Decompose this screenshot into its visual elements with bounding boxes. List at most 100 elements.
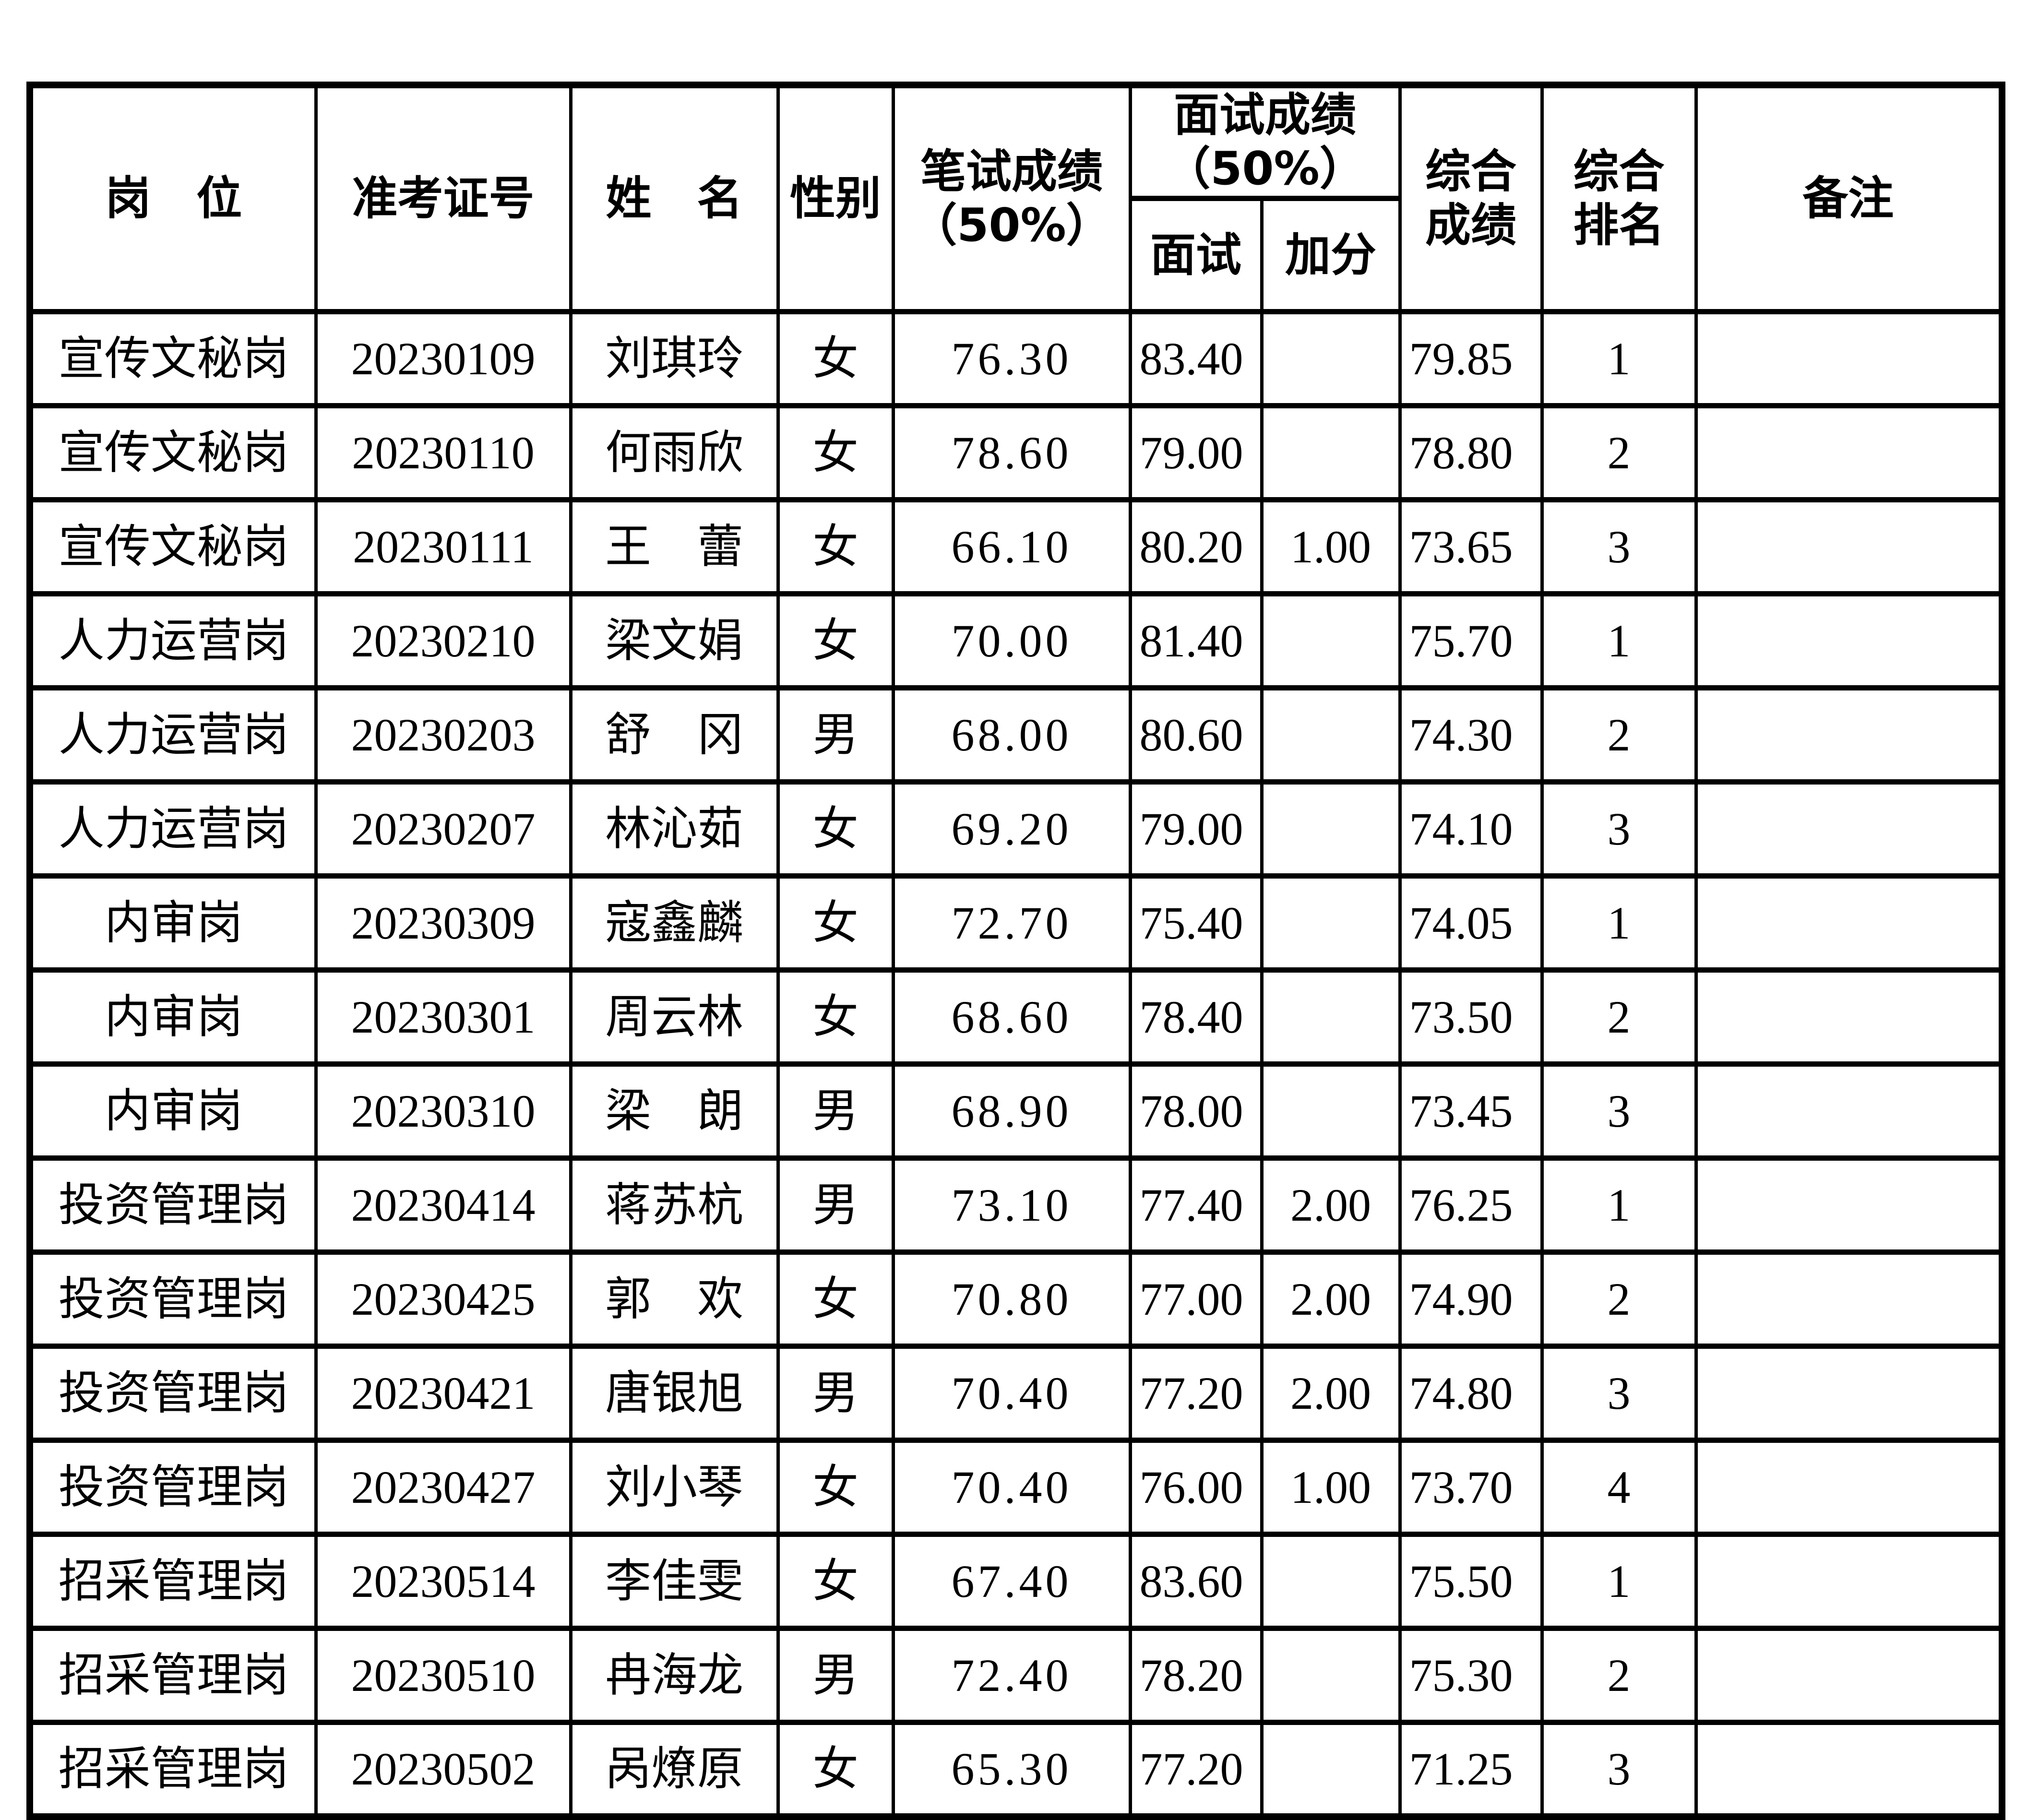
cell-remark: [1694, 779, 2004, 879]
cell-gender: 女: [776, 1532, 895, 1631]
cell-composite-score: 71.25: [1398, 1720, 1544, 1820]
cell-remark: [1694, 1438, 2004, 1537]
cell-exam-number: 20230203: [314, 685, 572, 785]
table-row: 人力运营岗 20230203 舒 冈男 68.00 80.60 74.30 2: [28, 685, 2004, 785]
cell-gender: 女: [776, 1249, 895, 1349]
cell-interview-score: 77.00: [1128, 1249, 1264, 1349]
table-row: 内审岗 20230310 梁 朗男 68.90 78.00 73.45 3: [28, 1061, 2004, 1161]
cell-bonus-score: [1260, 1532, 1402, 1631]
cell-written-score: 68.90: [891, 1061, 1132, 1161]
cell-exam-number: 20230109: [314, 309, 572, 409]
cell-gender: 女: [776, 779, 895, 879]
cell-interview-score: 81.40: [1128, 591, 1264, 691]
cell-remark: [1694, 1249, 2004, 1349]
cell-written-score: 70.00: [891, 591, 1132, 691]
header-interview-group-line1: 面试成绩: [1174, 89, 1357, 142]
header-composite-score-line2: 成绩: [1425, 199, 1517, 252]
cell-interview-score: 75.40: [1128, 873, 1264, 973]
cell-composite-score: 78.80: [1398, 403, 1544, 503]
cell-position: 内审岗: [28, 967, 318, 1067]
header-composite-score: 综合 成绩: [1398, 82, 1544, 315]
cell-position: 人力运营岗: [28, 685, 318, 785]
cell-interview-score: 79.00: [1128, 779, 1264, 879]
cell-interview-score: 80.20: [1128, 497, 1264, 597]
header-row-top: 岗 位 准考证号 姓 名 性别 笔试成绩 （50%） 面试成绩 （50%） 综合…: [28, 82, 2004, 315]
cell-gender: 男: [776, 1626, 895, 1725]
cell-interview-score: 78.40: [1128, 967, 1264, 1067]
cell-remark: [1694, 1532, 2004, 1631]
cell-interview-score: 78.20: [1128, 1626, 1264, 1725]
cell-composite-score: 73.70: [1398, 1438, 1544, 1537]
cell-position: 招采管理岗: [28, 1720, 318, 1820]
cell-position: 投资管理岗: [28, 1155, 318, 1255]
table-row: 投资管理岗 20230414 蒋苏杭男 73.10 77.40 2.00 76.25 1: [28, 1155, 2004, 1255]
cell-rank: 1: [1540, 591, 1698, 691]
table-row: 招采管理岗 20230514 李佳雯女 67.40 83.60 75.50 1: [28, 1532, 2004, 1631]
cell-bonus-score: [1260, 1626, 1402, 1725]
cell-name: 寇鑫麟: [569, 873, 780, 973]
cell-position: 投资管理岗: [28, 1438, 318, 1537]
cell-name: 郭 欢: [569, 1249, 780, 1349]
cell-gender: 女: [776, 1438, 895, 1537]
cell-bonus-score: [1260, 685, 1402, 785]
cell-written-score: 70.40: [891, 1344, 1132, 1443]
header-interview-group-line2: （50%）: [1165, 143, 1365, 196]
table-row: 投资管理岗 20230427 刘小琴女 70.40 76.00 1.00 73.70 4: [28, 1438, 2004, 1537]
cell-exam-number: 20230310: [314, 1061, 572, 1161]
cell-gender: 女: [776, 591, 895, 691]
cell-exam-number: 20230207: [314, 779, 572, 879]
cell-name: 周云林: [569, 967, 780, 1067]
header-gender: 性别: [776, 82, 895, 315]
cell-composite-score: 74.10: [1398, 779, 1544, 879]
cell-bonus-score: [1260, 1720, 1402, 1820]
cell-bonus-score: 2.00: [1260, 1155, 1402, 1255]
cell-composite-score: 74.30: [1398, 685, 1544, 785]
score-table: 岗 位 准考证号 姓 名 性别 笔试成绩 （50%） 面试成绩 （50%） 综合…: [26, 82, 2006, 1820]
cell-rank: 3: [1540, 779, 1698, 879]
cell-name: 刘小琴: [569, 1438, 780, 1537]
header-position: 岗 位: [28, 82, 318, 315]
cell-exam-number: 20230502: [314, 1720, 572, 1820]
header-rank-line1: 综合: [1573, 145, 1665, 198]
table-body: 宣传文秘岗 20230109 刘琪玲女 76.30 83.40 79.85 1 宣传文秘岗 20…: [28, 309, 2004, 1820]
cell-position: 宣传文秘岗: [28, 309, 318, 409]
cell-bonus-score: [1260, 1061, 1402, 1161]
cell-position: 人力运营岗: [28, 591, 318, 691]
cell-remark: [1694, 403, 2004, 503]
cell-written-score: 65.30: [891, 1720, 1132, 1820]
cell-gender: 女: [776, 873, 895, 973]
header-interview: 面试: [1128, 196, 1264, 315]
cell-remark: [1694, 497, 2004, 597]
cell-gender: 男: [776, 1344, 895, 1443]
cell-interview-score: 80.60: [1128, 685, 1264, 785]
cell-interview-score: 83.60: [1128, 1532, 1264, 1631]
cell-interview-score: 76.00: [1128, 1438, 1264, 1537]
cell-gender: 男: [776, 1061, 895, 1161]
cell-position: 招采管理岗: [28, 1532, 318, 1631]
cell-bonus-score: [1260, 309, 1402, 409]
cell-bonus-score: 2.00: [1260, 1249, 1402, 1349]
cell-composite-score: 73.50: [1398, 967, 1544, 1067]
cell-name: 舒 冈: [569, 685, 780, 785]
cell-interview-score: 83.40: [1128, 309, 1264, 409]
cell-written-score: 72.40: [891, 1626, 1132, 1725]
table-row: 人力运营岗 20230207 林沁茹女 69.20 79.00 74.10 3: [28, 779, 2004, 879]
cell-position: 人力运营岗: [28, 779, 318, 879]
cell-position: 宣传文秘岗: [28, 403, 318, 503]
table-row: 内审岗 20230309 寇鑫麟女 72.70 75.40 74.05 1: [28, 873, 2004, 973]
table-row: 宣传文秘岗 20230111 王 蕾女 66.10 80.20 1.00 73.65 3: [28, 497, 2004, 597]
cell-rank: 1: [1540, 1532, 1698, 1631]
cell-exam-number: 20230210: [314, 591, 572, 691]
table-header: 岗 位 准考证号 姓 名 性别 笔试成绩 （50%） 面试成绩 （50%） 综合…: [28, 82, 2004, 315]
cell-gender: 女: [776, 967, 895, 1067]
table-row: 投资管理岗 20230421 唐银旭男 70.40 77.20 2.00 74.80 3: [28, 1344, 2004, 1443]
header-name: 姓 名: [569, 82, 780, 315]
header-row-sub: 面试 加分: [30, 196, 2002, 315]
header-written-score-line2: （50%）: [911, 199, 1112, 252]
cell-exam-number: 20230510: [314, 1626, 572, 1725]
cell-bonus-score: 1.00: [1260, 497, 1402, 597]
header-written-score: 笔试成绩 （50%）: [891, 82, 1132, 315]
header-bonus: 加分: [1260, 196, 1402, 315]
cell-written-score: 72.70: [891, 873, 1132, 973]
cell-exam-number: 20230414: [314, 1155, 572, 1255]
